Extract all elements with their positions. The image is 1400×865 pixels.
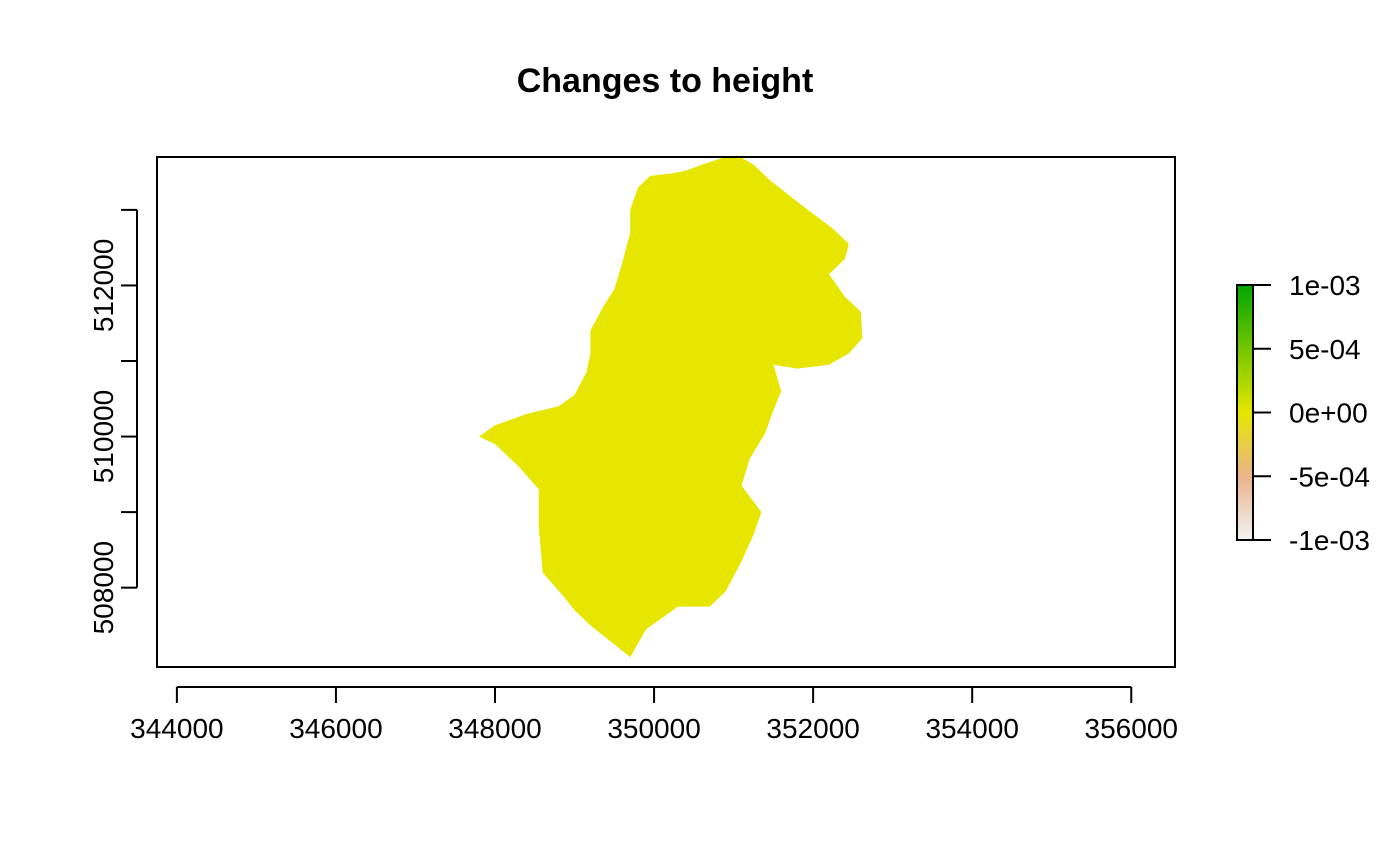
legend-tick-label: 0e+00 xyxy=(1289,398,1368,429)
y-tick-label: 508000 xyxy=(88,541,119,634)
legend-tick-label: -1e-03 xyxy=(1289,525,1370,556)
y-tick-label: 510000 xyxy=(88,390,119,483)
x-tick-label: 350000 xyxy=(607,713,700,744)
x-tick-label: 344000 xyxy=(130,713,223,744)
legend-color-bar xyxy=(1236,284,1254,541)
x-tick-label: 346000 xyxy=(289,713,382,744)
x-tick-label: 354000 xyxy=(925,713,1018,744)
legend: 1e-03 5e-04 0e+00 -5e-04 -1e-03 xyxy=(1236,270,1370,556)
x-tick-label: 352000 xyxy=(766,713,859,744)
legend-tick-label: -5e-04 xyxy=(1289,461,1370,492)
x-tick-label: 348000 xyxy=(448,713,541,744)
y-axis: 508000 510000 512000 xyxy=(88,208,138,634)
legend-tick-label: 5e-04 xyxy=(1289,334,1361,365)
x-tick-label: 356000 xyxy=(1085,713,1178,744)
y-tick-label: 512000 xyxy=(88,239,119,332)
raster-region xyxy=(479,155,863,658)
plot-frame xyxy=(156,156,1176,668)
x-axis: 344000 346000 348000 350000 352000 354000 3560… xyxy=(130,686,1178,744)
chart-title: Changes to height xyxy=(517,62,814,100)
plot-area xyxy=(156,155,1176,668)
legend-tick-label: 1e-03 xyxy=(1289,270,1361,301)
